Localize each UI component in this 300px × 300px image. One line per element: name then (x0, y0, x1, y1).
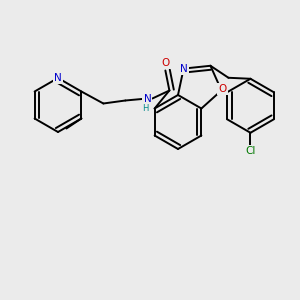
Text: N: N (180, 64, 188, 74)
Text: Cl: Cl (245, 146, 256, 156)
Text: O: O (218, 84, 226, 94)
Text: N: N (54, 73, 62, 83)
Text: N: N (143, 94, 151, 103)
Text: H: H (142, 104, 148, 113)
Text: O: O (161, 58, 169, 68)
